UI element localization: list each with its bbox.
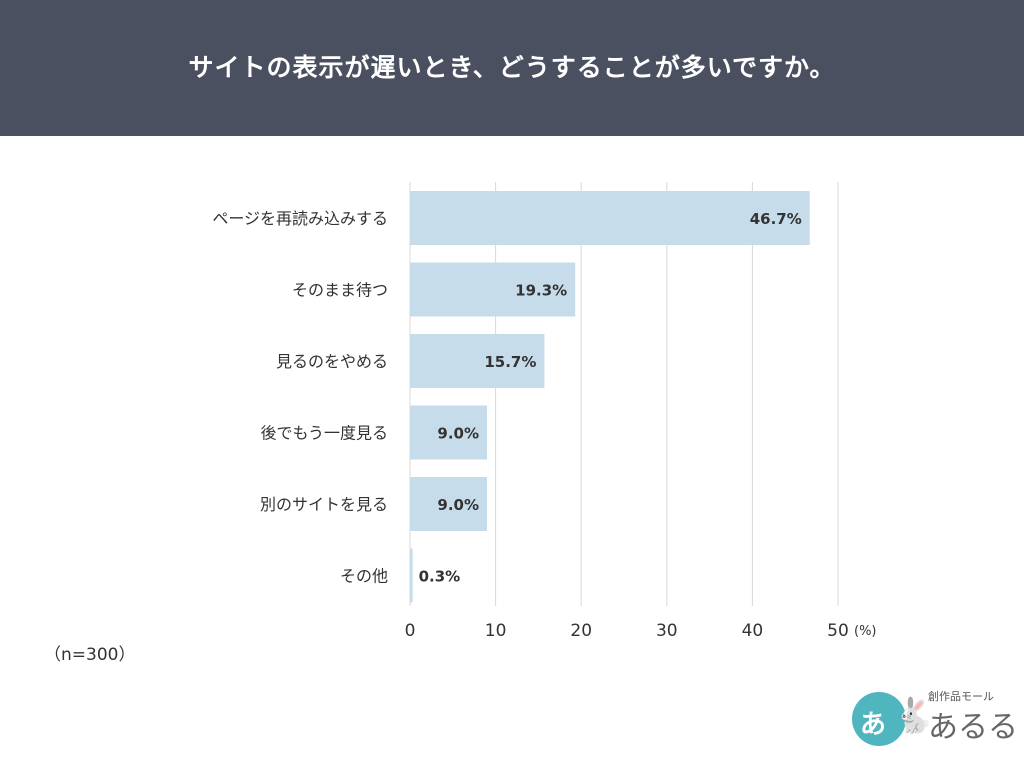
category-label: 見るのをやめる — [276, 352, 388, 371]
value-label: 9.0% — [437, 425, 479, 443]
x-tick-label: 50 — [827, 621, 849, 641]
x-tick-label: 10 — [485, 621, 507, 641]
logo-circle-char: あ — [860, 710, 887, 740]
value-label: 15.7% — [484, 353, 536, 371]
x-tick-label: 30 — [656, 621, 678, 641]
x-tick-label: 0 — [405, 621, 416, 641]
value-label: 19.3% — [515, 282, 567, 300]
category-label: 後でもう一度見る — [260, 424, 388, 443]
bar — [410, 262, 576, 317]
value-label: 0.3% — [419, 568, 461, 586]
x-unit-label: (%) — [854, 624, 877, 639]
bar — [410, 477, 488, 531]
bar — [410, 405, 488, 460]
bar — [410, 191, 810, 245]
brand-logo: あ 🐇 創作品モール あるる — [852, 684, 1018, 754]
header-banner: サイトの表示が遅いとき、どうすることが多いですか。 — [0, 0, 1024, 136]
logo-name: あるる — [928, 710, 1018, 745]
category-label: ページを再読み込みする — [212, 209, 388, 228]
x-tick-label: 40 — [742, 621, 764, 641]
logo-tagline: 創作品モール — [928, 690, 994, 703]
value-label: 9.0% — [437, 496, 479, 514]
sample-size-note: （n=300） — [44, 645, 136, 665]
bar — [410, 334, 545, 388]
value-label: 46.7% — [750, 210, 802, 228]
bar — [410, 548, 413, 603]
x-tick-label: 20 — [570, 621, 592, 641]
category-label: そのまま待つ — [292, 281, 388, 300]
logo-circle: あ — [852, 692, 906, 746]
category-label: 別のサイトを見る — [260, 495, 388, 514]
category-label: その他 — [340, 567, 388, 586]
chart-title: サイトの表示が遅いとき、どうすることが多いですか。 — [188, 53, 836, 82]
rabbit-icon: 🐇 — [892, 696, 935, 736]
